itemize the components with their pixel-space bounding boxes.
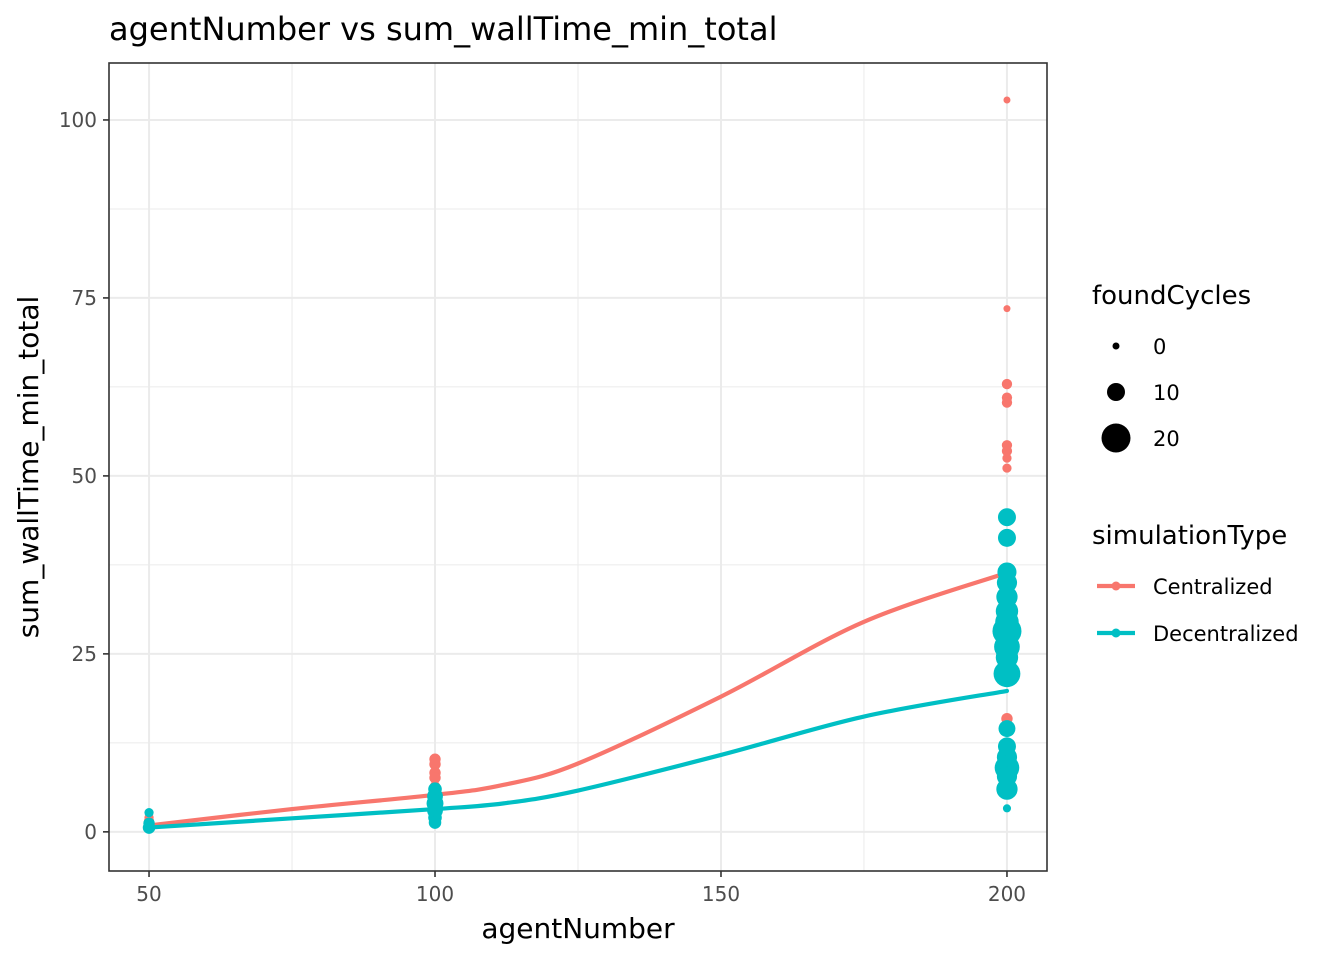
x-tick-label: 100 (416, 882, 454, 906)
point-centralized (1002, 453, 1012, 463)
point-centralized (1001, 445, 1013, 457)
grid-minor (109, 63, 1047, 871)
x-tick-label: 150 (702, 882, 740, 906)
x-axis-title: agentNumber (481, 912, 675, 945)
legend-found-cycles: foundCycles 0 10 20 (1092, 281, 1251, 453)
point-decentralized (998, 720, 1016, 738)
point-decentralized (993, 660, 1021, 688)
data-points (142, 96, 1022, 834)
y-tick-label: 75 (72, 286, 97, 310)
smooth-line-decentralized (146, 688, 1010, 830)
legend-size-label: 20 (1153, 427, 1180, 451)
point-decentralized (144, 808, 154, 818)
point-decentralized (997, 508, 1016, 527)
plot-panel (108, 62, 1048, 872)
y-tick-label: 0 (84, 820, 97, 844)
y-axis-title: sum_wallTime_min_total (12, 296, 45, 639)
legend-color-label: Decentralized (1153, 622, 1299, 646)
legend-simulation-type: simulationType Centralized Decentralized (1092, 521, 1299, 646)
x-tick-label: 200 (988, 882, 1026, 906)
legend-dot-centralized (1111, 581, 1121, 591)
point-centralized (1003, 96, 1011, 104)
point-decentralized (428, 816, 442, 829)
legend-size-title: foundCycles (1092, 281, 1251, 311)
smooth-line-centralized (146, 570, 1010, 828)
legend-size-label: 10 (1153, 381, 1180, 405)
panel-border (108, 62, 1048, 872)
point-centralized (429, 772, 441, 784)
y-axis: 0 25 50 75 100 (59, 108, 109, 844)
point-decentralized (1002, 804, 1012, 813)
point-centralized (1003, 305, 1011, 313)
smooth-lines (146, 570, 1010, 830)
y-tick-label: 25 (72, 642, 97, 666)
legend-size-label: 0 (1153, 335, 1166, 359)
legend-size-key (1101, 423, 1131, 453)
point-centralized (1001, 397, 1013, 408)
legend-color-title: simulationType (1092, 521, 1287, 551)
legend-size-key (1112, 342, 1120, 350)
x-tick-label: 50 (136, 882, 161, 906)
point-decentralized (997, 528, 1016, 547)
point-centralized (429, 758, 441, 770)
legend-color-label: Centralized (1153, 575, 1273, 599)
point-centralized (1001, 378, 1013, 390)
x-axis: 50 100 150 200 (136, 871, 1026, 906)
point-decentralized (142, 821, 156, 834)
y-tick-label: 100 (59, 108, 97, 132)
y-tick-label: 50 (72, 464, 97, 488)
chart-title: agentNumber vs sum_wallTime_min_total (109, 10, 777, 48)
legend-dot-decentralized (1111, 628, 1121, 638)
point-decentralized (996, 778, 1018, 800)
point-centralized (1002, 463, 1012, 473)
legend-size-key (1107, 383, 1125, 401)
